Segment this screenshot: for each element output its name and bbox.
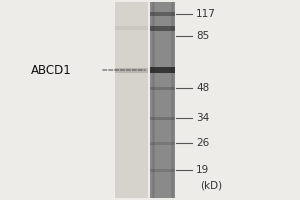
Bar	[150, 12, 175, 16]
Text: 117: 117	[196, 9, 216, 19]
Bar	[174, 2, 176, 198]
Bar	[150, 116, 175, 119]
Bar	[150, 25, 175, 30]
Bar	[115, 26, 148, 30]
Bar	[152, 2, 154, 198]
Bar	[150, 2, 175, 198]
Text: (kD): (kD)	[200, 180, 222, 190]
Bar	[115, 68, 148, 72]
Bar	[171, 2, 172, 198]
Text: 19: 19	[196, 165, 209, 175]
Bar	[150, 168, 175, 171]
Bar	[172, 2, 173, 198]
Text: 26: 26	[196, 138, 209, 148]
Bar	[150, 86, 175, 90]
Text: 48: 48	[196, 83, 209, 93]
Text: 85: 85	[196, 31, 209, 41]
Bar	[152, 2, 153, 198]
Bar	[115, 2, 148, 198]
Bar	[151, 2, 152, 198]
Text: ABCD1: ABCD1	[31, 64, 72, 76]
Bar	[150, 67, 175, 73]
Bar	[153, 2, 155, 198]
Bar	[172, 2, 174, 198]
Bar	[173, 2, 175, 198]
Text: 34: 34	[196, 113, 209, 123]
Bar	[150, 2, 152, 198]
Bar	[150, 142, 175, 144]
